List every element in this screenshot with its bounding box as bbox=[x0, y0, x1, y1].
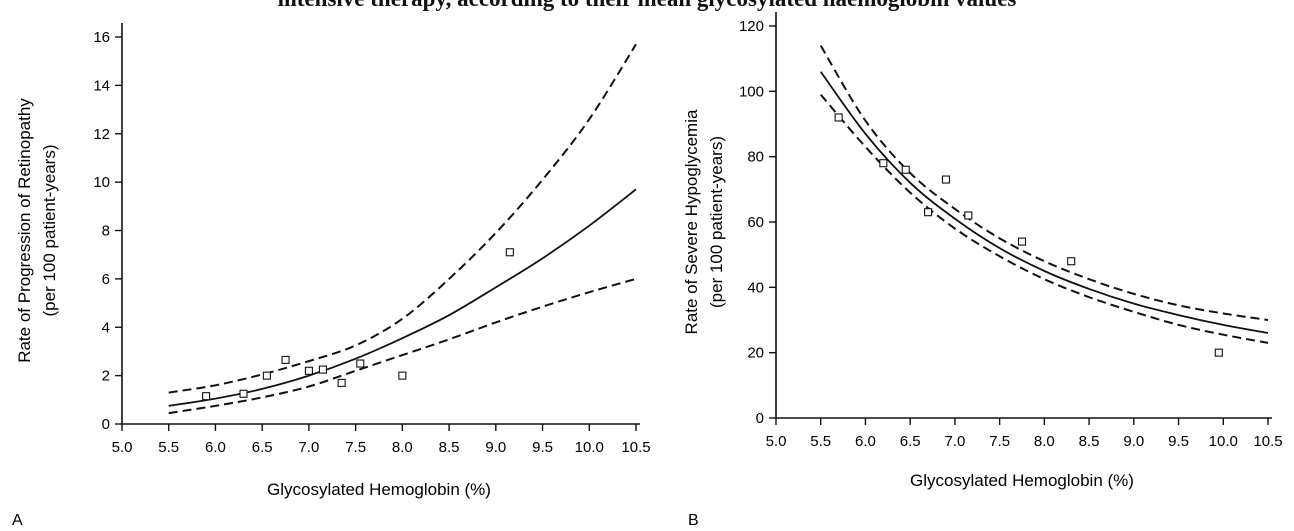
data-point-marker bbox=[901, 165, 910, 174]
confidence-band-line bbox=[168, 277, 637, 415]
confidence-band-line bbox=[819, 45, 1269, 321]
y-axis-title: Rate of Progression of Retinopathy bbox=[15, 98, 34, 363]
x-tick-label: 5.0 bbox=[112, 439, 133, 456]
x-tick-label: 5.0 bbox=[766, 433, 787, 450]
y-tick-label: 0 bbox=[102, 416, 110, 433]
y-tick-label: 4 bbox=[102, 319, 110, 336]
x-tick-label: 7.5 bbox=[345, 439, 366, 456]
data-point-marker bbox=[337, 378, 346, 387]
chart-panel-b: 0 20 40 60 80 100 120 5.0 5.5 6.0 6.5 7.0 7.5 8.0 8.5 9… bbox=[682, 12, 1283, 529]
data-point-marker bbox=[1017, 237, 1027, 246]
data-point-marker bbox=[1067, 257, 1076, 266]
x-tick-label: 8.5 bbox=[439, 439, 460, 456]
chart-panel-a: 0 2 4 6 8 10 12 14 16 5.0 5.5 6.0 6.5 7.0 7.5 8.0 8.5 9.0… bbox=[12, 23, 651, 529]
x-tick-label: 10.0 bbox=[575, 439, 604, 456]
x-tick-label: 5.5 bbox=[810, 433, 831, 450]
x-tick-label: 9.0 bbox=[485, 439, 506, 456]
x-tick-label: 6.5 bbox=[900, 433, 921, 450]
y-tick-label: 80 bbox=[747, 149, 764, 166]
x-tick-label: 7.5 bbox=[989, 433, 1010, 450]
data-point-marker bbox=[505, 248, 514, 257]
y-tick-label: 14 bbox=[93, 77, 110, 94]
y-axis-title: Rate of Severe Hypoglycemia bbox=[682, 109, 701, 334]
x-tick-label: 6.0 bbox=[855, 433, 876, 450]
x-tick-label: 6.5 bbox=[252, 439, 273, 456]
data-point-marker bbox=[398, 371, 407, 380]
data-point-marker bbox=[356, 359, 365, 368]
x-tick-label: 6.0 bbox=[205, 439, 226, 456]
regression-fit-line bbox=[168, 188, 637, 407]
y-tick-label: 20 bbox=[747, 345, 764, 362]
x-tick-label: 5.5 bbox=[158, 439, 179, 456]
x-tick-label: 7.0 bbox=[298, 439, 319, 456]
x-axis-title: Glycosylated Hemoglobin (%) bbox=[910, 471, 1134, 490]
confidence-band-line bbox=[168, 43, 637, 394]
x-tick-label: 10.5 bbox=[621, 439, 650, 456]
regression-fit-line bbox=[819, 71, 1269, 334]
panel-label: B bbox=[688, 512, 699, 529]
panel-label: A bbox=[12, 512, 23, 529]
x-tick-label: 10.5 bbox=[1253, 433, 1282, 450]
y-axis-subtitle: (per 100 patient-years) bbox=[40, 145, 59, 317]
y-tick-label: 6 bbox=[102, 271, 110, 288]
y-tick-label: 40 bbox=[747, 279, 764, 296]
x-tick-label: 10.0 bbox=[1209, 433, 1238, 450]
x-tick-label: 9.5 bbox=[1168, 433, 1189, 450]
data-point-marker bbox=[262, 371, 271, 380]
data-point-marker bbox=[202, 392, 211, 401]
x-tick-label: 7.0 bbox=[944, 433, 965, 450]
y-tick-label: 10 bbox=[93, 174, 110, 191]
x-axis-title: Glycosylated Hemoglobin (%) bbox=[267, 480, 491, 499]
y-tick-label: 100 bbox=[739, 83, 764, 100]
data-point-marker bbox=[281, 355, 290, 364]
y-tick-label: 12 bbox=[93, 126, 110, 143]
x-tick-label: 8.5 bbox=[1079, 433, 1100, 450]
y-tick-label: 8 bbox=[102, 223, 110, 240]
x-tick-label: 8.0 bbox=[1034, 433, 1055, 450]
y-tick-label: 120 bbox=[739, 18, 764, 35]
figure-title: intensive therapy, according to their me… bbox=[0, 0, 1294, 12]
data-point-marker bbox=[304, 366, 313, 375]
y-tick-label: 2 bbox=[102, 368, 110, 385]
y-tick-label: 0 bbox=[756, 410, 764, 427]
y-tick-label: 16 bbox=[93, 29, 110, 46]
data-point-marker bbox=[239, 389, 248, 398]
y-tick-label: 60 bbox=[747, 214, 764, 231]
confidence-band-line bbox=[819, 93, 1269, 344]
data-point-marker bbox=[834, 113, 843, 122]
data-point-marker bbox=[941, 175, 951, 184]
data-point-marker bbox=[1214, 348, 1223, 357]
data-point-marker bbox=[964, 211, 973, 220]
y-axis-subtitle: (per 100 patient-years) bbox=[707, 136, 726, 308]
x-tick-label: 8.0 bbox=[392, 439, 413, 456]
x-tick-label: 9.5 bbox=[532, 439, 553, 456]
data-point-marker bbox=[318, 365, 327, 374]
data-point-marker bbox=[879, 159, 888, 168]
x-tick-label: 9.0 bbox=[1123, 433, 1144, 450]
data-point-marker bbox=[924, 208, 933, 217]
